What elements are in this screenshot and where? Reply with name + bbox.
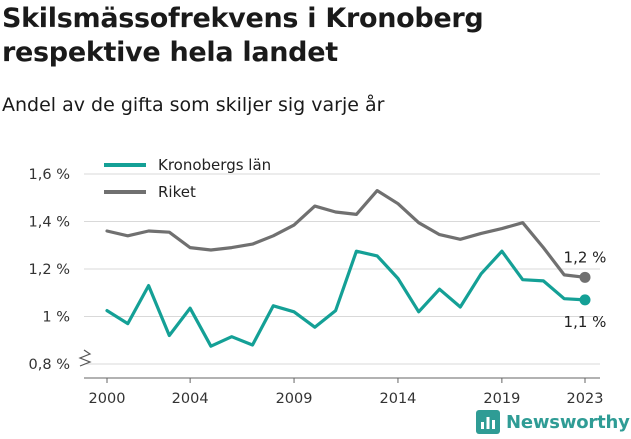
series-end-marker [579,294,591,306]
x-tick-label: 2004 [172,391,209,407]
series-lines [105,189,591,348]
y-tick-label: 1 % [42,310,70,326]
y-tick-label: 1,4 % [29,215,70,231]
x-tick-label: 2019 [483,391,520,407]
brand-name: Newsworthy [506,411,630,433]
x-tick-label: 2014 [380,391,417,407]
legend: Kronobergs län Riket [104,156,271,201]
y-tick-label: 0,8 % [29,357,70,373]
series-end-label: 1,2 % [564,248,607,266]
x-tick-label: 2000 [89,391,126,407]
legend-label: Kronobergs län [158,156,271,174]
gridlines [84,173,600,365]
series-line [105,189,587,279]
legend-label: Riket [158,183,196,201]
axis-break-icon [78,349,92,367]
y-tick-label: 1,6 % [29,167,70,183]
x-tick-label: 2023 [567,391,604,407]
y-axis-ticks: 0,8 % 1 % 1,2 % 1,4 % 1,6 % [29,167,92,373]
chart-title: Skilsmässofrekvens i Kronoberg respektiv… [2,3,484,68]
x-axis: 2000 2004 2009 2014 2019 2023 [84,377,604,407]
y-tick-label: 1,2 % [29,262,70,278]
newsworthy-logo: Newsworthy [476,408,630,436]
bar-chart-logo-icon [476,410,500,434]
x-tick-label: 2009 [276,391,313,407]
series-end-label: 1,1 % [564,313,607,331]
chart-subtitle: Andel av de gifta som skiljer sig varje … [2,94,385,116]
series-line [105,249,587,348]
end-labels: 1,1 % 1,2 % [564,248,607,331]
series-end-marker [579,271,591,283]
